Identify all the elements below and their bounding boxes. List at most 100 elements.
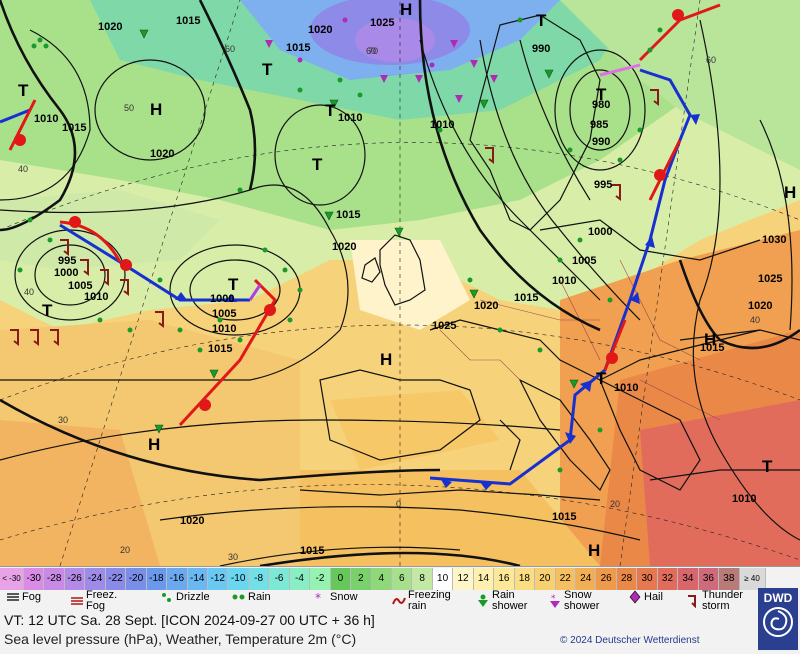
isobar-label: 1015: [336, 209, 360, 221]
legend-item-hail: Hail: [628, 590, 663, 614]
colorbar-cell: 0: [330, 568, 352, 590]
low-pressure-center: T: [325, 101, 336, 120]
colorbar-cell: -2: [310, 568, 331, 590]
latitude-label: 40: [18, 164, 28, 174]
copyright-text: © 2024 Deutscher Wetterdienst: [560, 635, 700, 646]
high-pressure-center: H: [704, 330, 716, 349]
low-pressure-center: T: [536, 11, 547, 30]
fog-icon: [6, 590, 20, 604]
high-pressure-center: H: [380, 350, 392, 369]
colorbar-cell: 34: [678, 568, 699, 590]
colorbar-cell: 36: [698, 568, 720, 590]
latitude-label: 40: [24, 287, 34, 297]
latitude-label: 50: [124, 103, 134, 113]
isobar-label: 995: [594, 179, 612, 191]
isobar-label: 1020: [474, 300, 498, 312]
isobar-label: 1010: [430, 119, 454, 131]
latitude-label: 70: [368, 46, 378, 56]
isobar-label: 1010: [212, 323, 236, 335]
colorbar-cell: -10: [228, 568, 249, 590]
colorbar-cell: -20: [126, 568, 147, 590]
colorbar-cell: 20: [535, 568, 556, 590]
isobar-label: 1020: [180, 515, 204, 527]
isobar-label: 1025: [758, 273, 782, 285]
colorbar-cell: -26: [64, 568, 86, 590]
isobar-label: 1010: [338, 112, 362, 124]
isobar-label: 1000: [588, 226, 612, 238]
colorbar-cell: 30: [637, 568, 658, 590]
svg-text:*: *: [551, 594, 556, 604]
legend-item-freezing-fog: Freez. Fog: [70, 590, 128, 614]
high-pressure-center: H: [784, 183, 796, 202]
weather-map: H H H H H H H T T T T T T T T T T 1020 1…: [0, 0, 800, 566]
latitude-label: 20: [120, 545, 130, 555]
colorbar-cell: 18: [514, 568, 536, 590]
colorbar-cell: 14: [473, 568, 495, 590]
colorbar-cell: 12: [453, 568, 474, 590]
isobar-label: 1010: [614, 382, 638, 394]
isobar-label: 1015: [700, 342, 724, 354]
longitude-label: 0: [396, 499, 401, 509]
isobar-label: 1005: [212, 308, 236, 320]
hail-icon: [628, 590, 642, 604]
freezing-rain-icon: [392, 594, 406, 608]
isobar-label: 1015: [208, 343, 232, 355]
high-pressure-center: H: [150, 100, 162, 119]
colorbar-cell: -4: [289, 568, 311, 590]
isobar-label: 1020: [308, 24, 332, 36]
colorbar-cell: -6: [269, 568, 290, 590]
colorbar-cell: 22: [555, 568, 576, 590]
high-pressure-center: H: [400, 0, 412, 19]
isobar-label: 1000: [54, 267, 78, 279]
colorbar-cell: 16: [494, 568, 515, 590]
colorbar-cell: -12: [208, 568, 229, 590]
colorbar-cell: -28: [44, 568, 65, 590]
legend-item-snow: * Snow: [314, 590, 358, 605]
isobar-label: 1010: [34, 113, 58, 125]
high-pressure-center: H: [148, 435, 160, 454]
legend-item-rain-shower: Rain shower: [476, 590, 536, 614]
dwd-logo: DWD: [758, 588, 798, 650]
isobar-label: 1015: [552, 511, 576, 523]
colorbar-cell: 2: [351, 568, 372, 590]
low-pressure-center: T: [762, 457, 773, 476]
colorbar-cell: -30: [24, 568, 45, 590]
latitude-label: 30: [58, 415, 68, 425]
isobar-label: 1025: [370, 17, 394, 29]
legend-item-freezing-rain: Freezing rain: [392, 590, 468, 614]
colorbar-cell: -8: [248, 568, 270, 590]
chart-description: Sea level pressure (hPa), Weather, Tempe…: [4, 631, 357, 647]
low-pressure-center: T: [596, 369, 607, 388]
isobar-label: 985: [590, 119, 608, 131]
isobar-label: 1020: [98, 21, 122, 33]
colorbar-cell: 24: [576, 568, 597, 590]
legend-item-thunderstorm: Thunder storm: [686, 590, 752, 614]
colorbar-cell: < -30: [0, 568, 24, 590]
rain-shower-icon: [476, 594, 490, 608]
isobar-label: 1005: [68, 280, 92, 292]
colorbar-cell: 26: [596, 568, 617, 590]
isobar-label: 1015: [286, 42, 310, 54]
isobar-label: 1010: [552, 275, 576, 287]
colorbar-cell: 10: [432, 568, 454, 590]
isobar-label: 990: [532, 43, 550, 55]
low-pressure-center: T: [18, 81, 29, 100]
isobar-label: 1010: [732, 493, 756, 505]
colorbar-cell: -22: [105, 568, 127, 590]
colorbar-cell: 32: [657, 568, 679, 590]
legend-item-rain: Rain: [232, 590, 271, 614]
colorbar-cell: 38: [719, 568, 740, 590]
snow-shower-icon: *: [548, 594, 562, 608]
isobar-label: 995: [58, 255, 76, 267]
isobar-label: 990: [592, 136, 610, 148]
svg-text:*: *: [315, 591, 321, 604]
snow-icon: *: [314, 590, 328, 605]
isobar-label: 1015: [514, 292, 538, 304]
isobar-label: 1030: [762, 234, 786, 246]
isobar-label: 1015: [176, 15, 200, 27]
isobar-label: 1005: [572, 255, 596, 267]
isobar-label: 1015: [300, 545, 324, 557]
latitude-label: 60: [706, 55, 716, 65]
colorbar-cell: -18: [146, 568, 168, 590]
colorbar-cell: -24: [85, 568, 106, 590]
